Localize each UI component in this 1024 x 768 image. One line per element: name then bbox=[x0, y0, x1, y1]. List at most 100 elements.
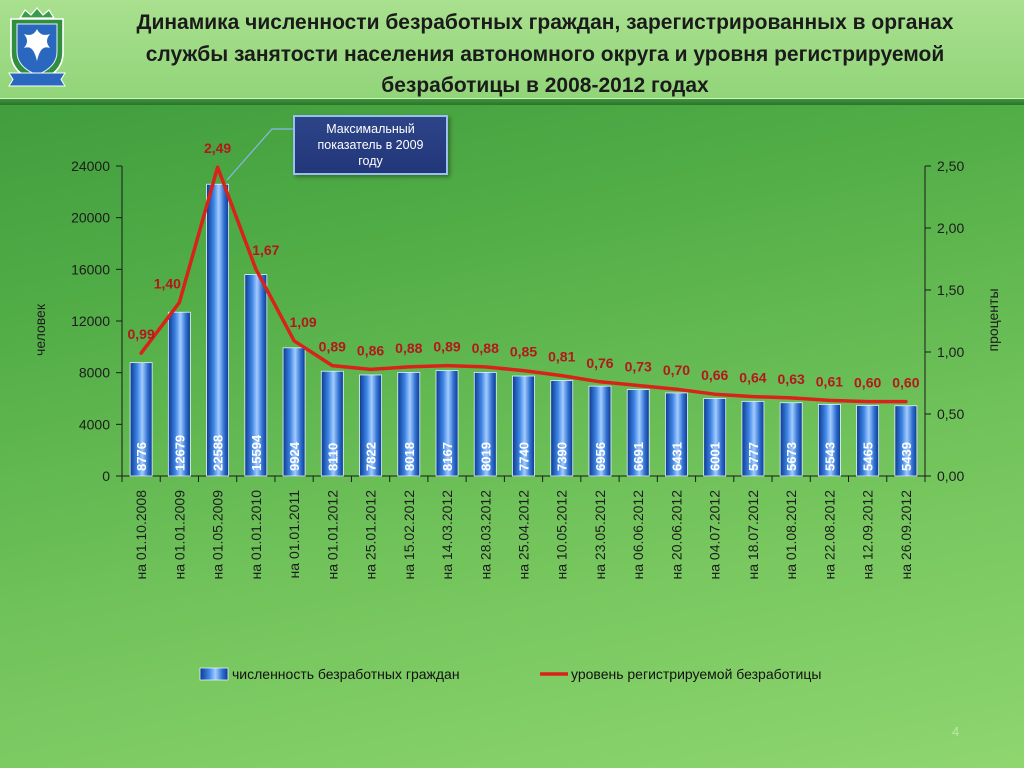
x-tick-label: на 06.06.2012 bbox=[630, 490, 646, 580]
rate-value-label: 0,64 bbox=[739, 370, 766, 386]
bar-value-labels: 8776 12679 22588 15594 9924 8110 7822 8018 8167 8… bbox=[134, 434, 914, 471]
y2-tick-label: 2,50 bbox=[937, 158, 964, 174]
bar-value-label: 6001 bbox=[708, 442, 723, 471]
bar-value-label: 7740 bbox=[517, 442, 532, 471]
rate-value-label: 2,49 bbox=[204, 140, 231, 156]
rate-value-label: 0,85 bbox=[510, 344, 537, 360]
x-tick-label: на 14.03.2012 bbox=[439, 490, 455, 580]
x-tick-label: на 01.01.2009 bbox=[171, 490, 187, 580]
y-tick-label: 16000 bbox=[71, 261, 110, 277]
rate-value-label: 0,60 bbox=[854, 375, 881, 391]
chart-title: Динамика численности безработных граждан… bbox=[75, 7, 1015, 102]
y2-tick-label: 0,00 bbox=[937, 468, 964, 484]
bar bbox=[397, 372, 421, 477]
bar bbox=[473, 372, 497, 477]
bar-value-label: 7822 bbox=[364, 442, 379, 471]
x-tick-label: на 10.05.2012 bbox=[554, 490, 570, 580]
bar bbox=[703, 398, 727, 477]
bar bbox=[856, 405, 880, 477]
bar-value-label: 22588 bbox=[211, 435, 226, 471]
bar bbox=[359, 374, 382, 477]
bar-value-label: 6956 bbox=[593, 442, 608, 471]
chart-title-line: службы занятости населения автономного о… bbox=[145, 42, 945, 66]
rate-value-label: 0,73 bbox=[625, 358, 652, 374]
bar bbox=[129, 362, 153, 477]
legend-bar-label: численность безработных граждан bbox=[232, 666, 460, 682]
bar bbox=[244, 274, 268, 477]
x-tick-label: на 15.02.2012 bbox=[401, 490, 417, 580]
y-tick-label: 12000 bbox=[71, 313, 110, 329]
page-number: 4 bbox=[952, 724, 960, 739]
bar-value-label: 5777 bbox=[746, 442, 761, 471]
y2-axis-title: проценты bbox=[985, 288, 1001, 351]
bar bbox=[894, 405, 918, 477]
header-band: Динамика численности безработных граждан… bbox=[0, 0, 1024, 98]
callout-leader-line bbox=[226, 128, 293, 181]
y2-tick-label: 0,50 bbox=[937, 406, 964, 422]
x-tick-label: на 28.03.2012 bbox=[477, 490, 493, 580]
x-tick-label: на 01.05.2009 bbox=[210, 490, 226, 580]
chart-title-line: Динамика численности безработных граждан… bbox=[136, 11, 954, 34]
y2-tick-label: 1,00 bbox=[937, 344, 964, 360]
rate-value-label: 0,63 bbox=[778, 371, 805, 387]
bar-value-label: 15594 bbox=[249, 434, 264, 471]
y-tick-label: 20000 bbox=[71, 210, 110, 226]
max-value-callout: Максимальный показатель в 2009 году bbox=[293, 115, 448, 175]
bar-value-label: 5543 bbox=[822, 442, 837, 471]
x-tick-label: на 18.07.2012 bbox=[745, 490, 761, 580]
bar bbox=[282, 347, 306, 477]
bar-series bbox=[129, 183, 918, 477]
rate-value-label: 0,70 bbox=[663, 362, 690, 378]
x-tick-label: на 23.05.2012 bbox=[592, 490, 608, 580]
x-tick-labels: на 01.10.2008 на 01.01.2009 на 01.05.2009 н… bbox=[133, 490, 914, 580]
bar-value-label: 5439 bbox=[899, 442, 914, 471]
rate-value-label: 1,67 bbox=[252, 242, 279, 258]
bar-value-label: 5673 bbox=[784, 442, 799, 471]
bar-value-label: 7390 bbox=[555, 442, 570, 471]
unemployment-rate-line bbox=[139, 165, 908, 404]
rate-value-label: 0,61 bbox=[816, 373, 843, 389]
bar bbox=[779, 402, 803, 477]
legend-line-label: уровень регистрируемой безработицы bbox=[571, 666, 821, 682]
x-tick-label: на 01.10.2008 bbox=[133, 490, 149, 580]
bar-value-label: 12679 bbox=[172, 435, 187, 471]
x-tick-label: на 01.01.2010 bbox=[248, 490, 264, 580]
bar-value-label: 8167 bbox=[440, 442, 455, 471]
rate-value-label: 0,86 bbox=[357, 342, 384, 358]
bar-value-label: 8110 bbox=[325, 443, 340, 471]
y-tick-label: 0 bbox=[102, 468, 110, 484]
rate-value-label: 0,60 bbox=[892, 375, 919, 391]
bar bbox=[588, 385, 612, 477]
x-tick-label: на 04.07.2012 bbox=[707, 490, 723, 580]
x-tick-label: на 25.04.2012 bbox=[516, 490, 532, 580]
x-tick-label: на 26.09.2012 bbox=[898, 490, 914, 580]
bar-value-label: 8018 bbox=[402, 442, 417, 471]
y2-tick-label: 2,00 bbox=[937, 220, 964, 236]
legend: численность безработных граждан уровень … bbox=[199, 666, 821, 682]
x-tick-label: на 01.01.2011 bbox=[286, 490, 302, 579]
rate-value-label: 0,76 bbox=[586, 355, 613, 371]
bar bbox=[320, 370, 344, 477]
bar bbox=[167, 311, 191, 477]
bar bbox=[665, 392, 688, 477]
y-tick-label: 8000 bbox=[79, 365, 110, 381]
rate-value-label: 0,89 bbox=[433, 339, 460, 355]
bar-value-label: 6691 bbox=[631, 442, 646, 471]
x-tick-label: на 01.08.2012 bbox=[783, 490, 799, 580]
bar-value-label: 8776 bbox=[134, 442, 149, 471]
rate-value-label: 0,88 bbox=[395, 340, 422, 356]
rate-value-labels: 0,991,402,491,671,090,89 0,86 0,88 0,89 0,88… bbox=[127, 140, 919, 390]
bar bbox=[818, 404, 841, 477]
x-tick-label: на 12.09.2012 bbox=[860, 490, 876, 580]
x-tick-label: на 20.06.2012 bbox=[668, 490, 684, 580]
rate-value-label: 0,81 bbox=[548, 349, 575, 365]
bar bbox=[550, 380, 574, 477]
bar-value-label: 6431 bbox=[669, 442, 684, 471]
y-tick-label: 24000 bbox=[71, 158, 110, 174]
rate-line-series bbox=[139, 165, 908, 404]
bar-value-label: 9924 bbox=[287, 441, 302, 471]
rate-value-label: 0,88 bbox=[472, 340, 499, 356]
coat-of-arms-icon bbox=[8, 7, 66, 87]
